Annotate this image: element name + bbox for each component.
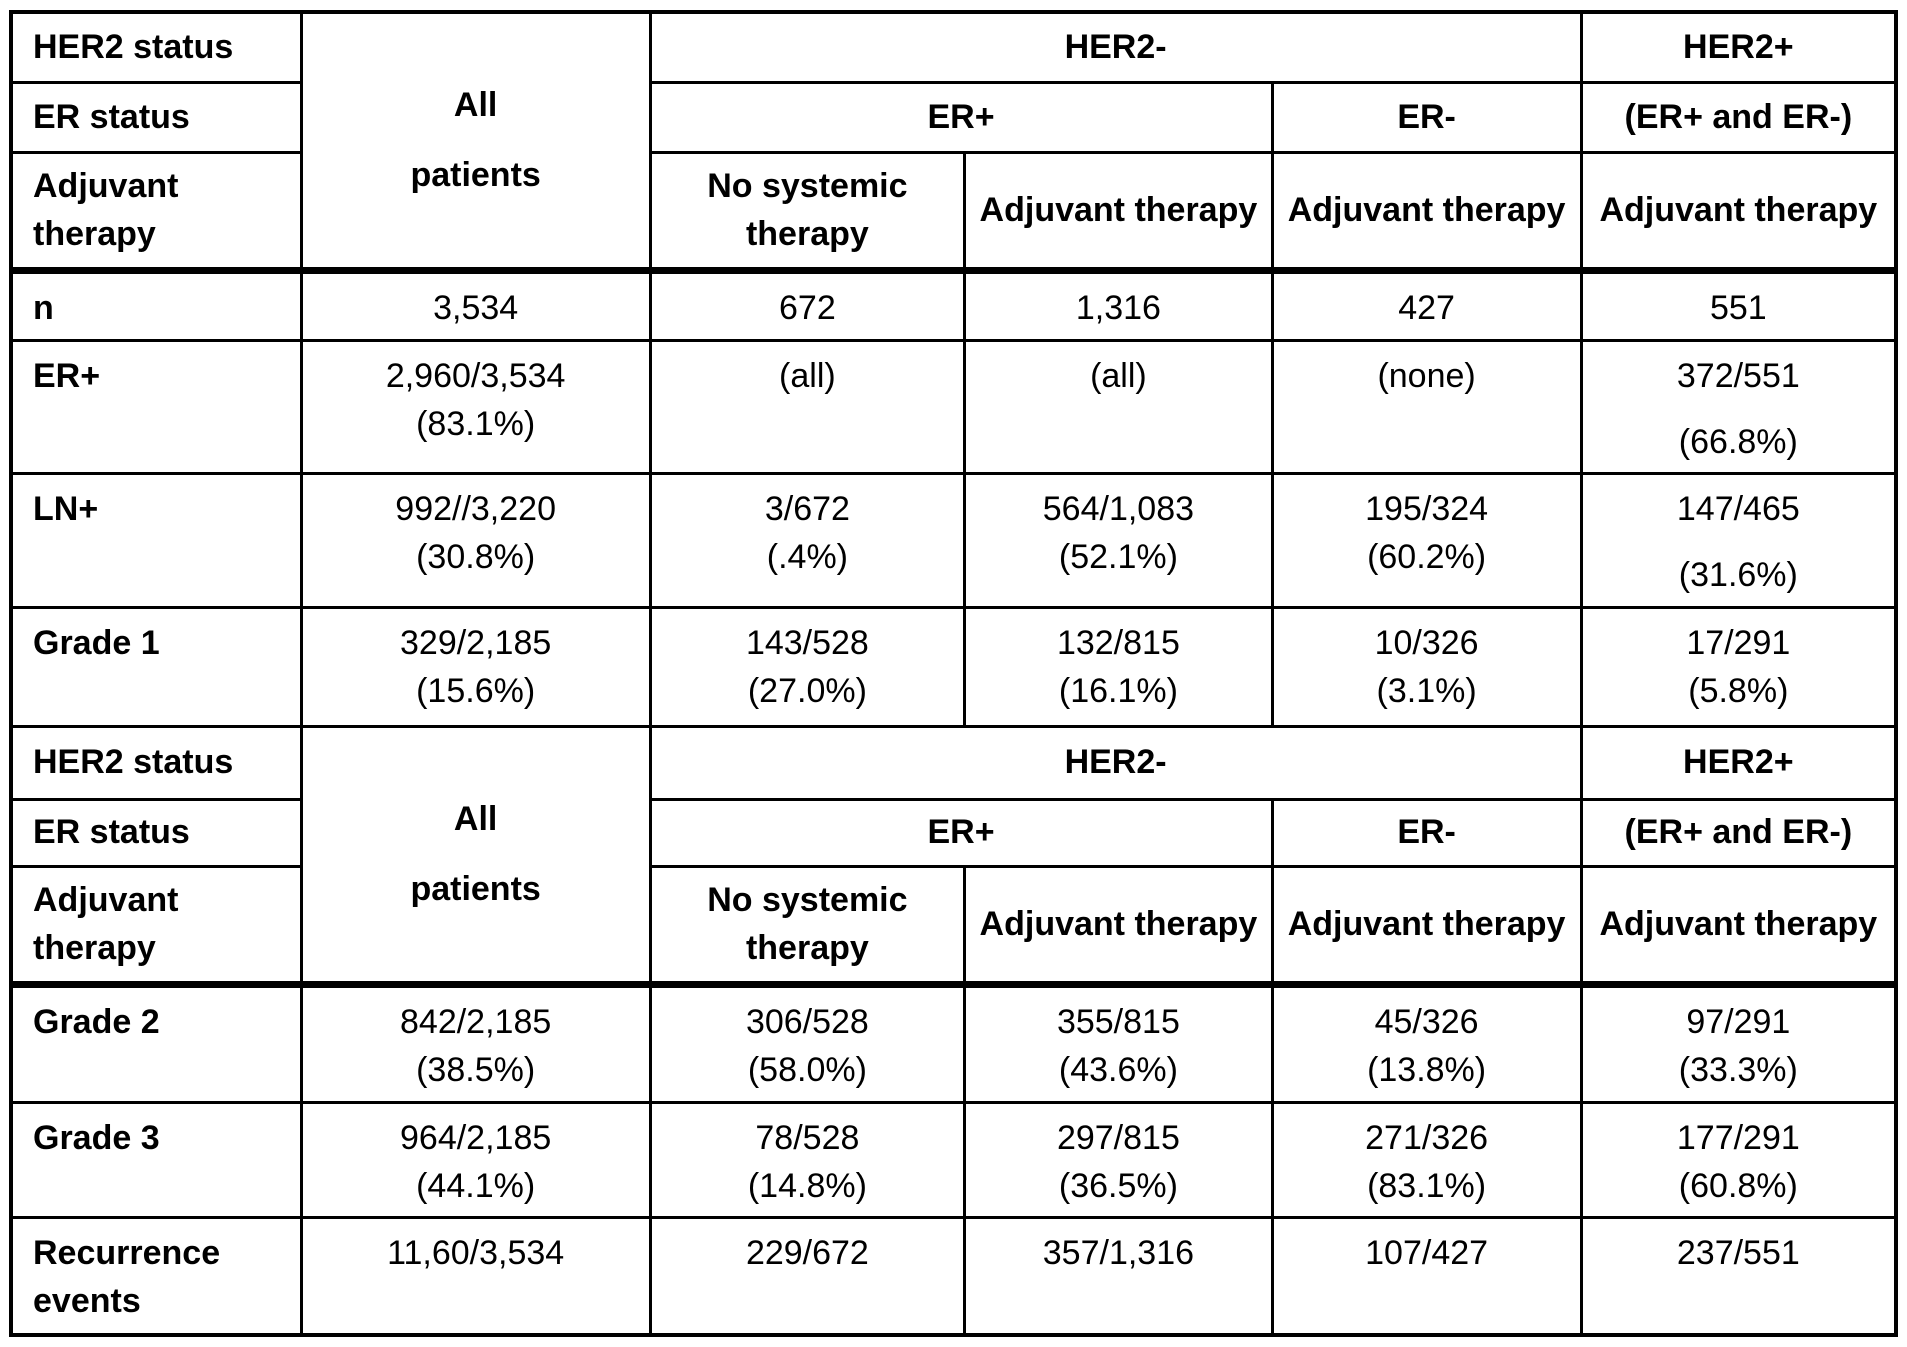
header2-her2-status-row: HER2 status All patients HER2- HER2+ <box>9 724 1898 988</box>
cell: 195/324 (60.2%) <box>1270 472 1583 609</box>
cell: 357/1,316 <box>963 1216 1274 1337</box>
table-row-grade-1: Grade 1 329/2,185 (15.6%) 143/528 (27.0%) … <box>9 605 1898 728</box>
cell: 107/427 <box>1270 1216 1583 1337</box>
cell: 10/326 (3.1%) <box>1270 605 1583 728</box>
header1-her2-status-row: HER2 status All patients HER2- HER2+ <box>9 10 1898 274</box>
er-negative-header: ER- <box>1270 80 1583 154</box>
her2-negative-header: HER2- <box>648 10 1583 84</box>
cell: 3/672 (.4%) <box>648 472 967 609</box>
cell: 17/291 (5.8%) <box>1579 605 1898 728</box>
er-status-label: ER status <box>9 797 303 868</box>
cell: 11,60/3,534 <box>299 1216 652 1337</box>
er-status-label: ER status <box>9 80 303 154</box>
cell: 992//3,220 (30.8%) <box>299 472 652 609</box>
cell: 78/528 (14.8%) <box>648 1100 967 1220</box>
cell: 551 <box>1579 268 1898 342</box>
cell: 329/2,185 (15.6%) <box>299 605 652 728</box>
cell: 132/815 (16.1%) <box>963 605 1274 728</box>
cell: 147/465 (31.6%) <box>1579 472 1898 609</box>
cell: 97/291 (33.3%) <box>1579 982 1898 1104</box>
cell: 177/291 (60.8%) <box>1579 1100 1898 1220</box>
adjuvant-therapy-label: Adjuvant therapy <box>9 864 303 988</box>
cell: 229/672 <box>648 1216 967 1337</box>
row-label: LN+ <box>9 472 303 609</box>
cell: 672 <box>648 268 967 342</box>
her2-positive-header: HER2+ <box>1579 724 1898 801</box>
her2-negative-header: HER2- <box>648 724 1583 801</box>
cell: 355/815 (43.6%) <box>963 982 1274 1104</box>
cell: 564/1,083 (52.1%) <box>963 472 1274 609</box>
her2-status-label: HER2 status <box>9 10 303 84</box>
row-label: ER+ <box>9 338 303 476</box>
table-row-recurrence-events: Recurrence events 11,60/3,534 229/672 35… <box>9 1216 1898 1337</box>
all-patients-line2: patients <box>410 156 541 195</box>
header1-er-status-row: ER status ER+ ER- (ER+ and ER-) <box>9 80 1898 154</box>
cell: (all) <box>963 338 1274 476</box>
row-label: Grade 2 <box>9 982 303 1104</box>
all-patients-line1: All <box>453 799 498 838</box>
table-row-n: n 3,534 672 1,316 427 551 <box>9 268 1898 342</box>
cell: 306/528 (58.0%) <box>648 982 967 1104</box>
cell: 271/326 (83.1%) <box>1270 1100 1583 1220</box>
cell: 372/551 (66.8%) <box>1579 338 1898 476</box>
cell: 297/815 (36.5%) <box>963 1100 1274 1220</box>
patient-characteristics-table: HER2 status All patients HER2- HER2+ ER … <box>9 10 1898 1337</box>
cell: 237/551 <box>1579 1216 1898 1337</box>
all-patients-line1: All <box>453 85 498 124</box>
er-both-header: (ER+ and ER-) <box>1579 80 1898 154</box>
no-systemic-therapy-header: No systemic therapy <box>648 150 967 274</box>
her2-status-label: HER2 status <box>9 724 303 801</box>
er-negative-header: ER- <box>1270 797 1583 868</box>
row-label: Grade 3 <box>9 1100 303 1220</box>
her2-positive-header: HER2+ <box>1579 10 1898 84</box>
header1-adjuvant-therapy-row: Adjuvant therapy No systemic therapy Adj… <box>9 150 1898 274</box>
adjuvant-therapy-header: Adjuvant therapy <box>1579 150 1898 274</box>
cell: 143/528 (27.0%) <box>648 605 967 728</box>
row-label: Recurrence events <box>9 1216 303 1337</box>
table-row-er-pos: ER+ 2,960/3,534 (83.1%) (all) (all) (none… <box>9 338 1898 476</box>
cell: (none) <box>1270 338 1583 476</box>
cell: 45/326 (13.8%) <box>1270 982 1583 1104</box>
er-positive-header: ER+ <box>648 797 1274 868</box>
all-patients-line2: patients <box>410 870 541 909</box>
table-row-ln-pos: LN+ 992//3,220 (30.8%) 3/672 (.4%) 564/1,0… <box>9 472 1898 609</box>
cell: 3,534 <box>299 268 652 342</box>
adjuvant-therapy-label: Adjuvant therapy <box>9 150 303 274</box>
adjuvant-therapy-header: Adjuvant therapy <box>1579 864 1898 988</box>
cell: (all) <box>648 338 967 476</box>
adjuvant-therapy-header: Adjuvant therapy <box>963 150 1274 274</box>
cell: 842/2,185 (38.5%) <box>299 982 652 1104</box>
adjuvant-therapy-header: Adjuvant therapy <box>1270 864 1583 988</box>
row-label: Grade 1 <box>9 605 303 728</box>
all-patients-header: All patients <box>299 724 652 988</box>
header2-adjuvant-therapy-row: Adjuvant therapy No systemic therapy Adj… <box>9 864 1898 988</box>
cell: 964/2,185 (44.1%) <box>299 1100 652 1220</box>
row-label: n <box>9 268 303 342</box>
table-row-grade-3: Grade 3 964/2,185 (44.1%) 78/528 (14.8%) 2… <box>9 1100 1898 1220</box>
all-patients-header: All patients <box>299 10 652 274</box>
er-both-header: (ER+ and ER-) <box>1579 797 1898 868</box>
cell: 427 <box>1270 268 1583 342</box>
cell: 2,960/3,534 (83.1%) <box>299 338 652 476</box>
header2-er-status-row: ER status ER+ ER- (ER+ and ER-) <box>9 797 1898 868</box>
table-row-grade-2: Grade 2 842/2,185 (38.5%) 306/528 (58.0%) … <box>9 982 1898 1104</box>
no-systemic-therapy-header: No systemic therapy <box>648 864 967 988</box>
adjuvant-therapy-header: Adjuvant therapy <box>1270 150 1583 274</box>
cell: 1,316 <box>963 268 1274 342</box>
adjuvant-therapy-header: Adjuvant therapy <box>963 864 1274 988</box>
er-positive-header: ER+ <box>648 80 1274 154</box>
